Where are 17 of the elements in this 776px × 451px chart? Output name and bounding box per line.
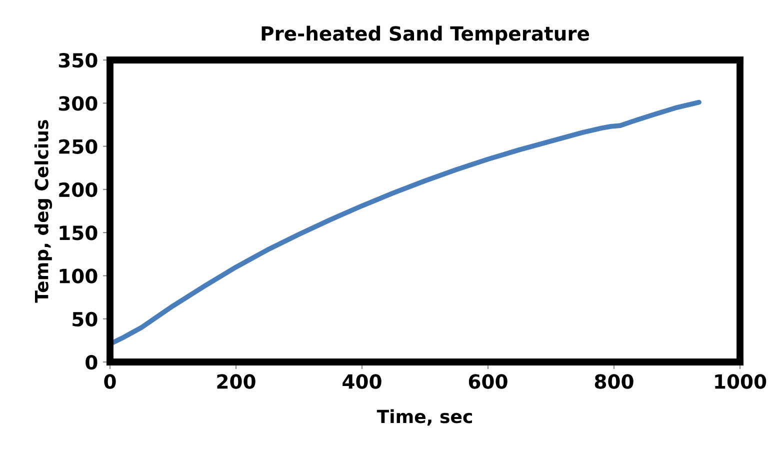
y-tick-label: 250 xyxy=(59,139,98,154)
x-tick-label: 800 xyxy=(594,374,634,389)
x-tick-label: 1000 xyxy=(715,374,766,389)
y-tick-label: 200 xyxy=(59,182,98,198)
x-tick-label: 600 xyxy=(468,374,508,389)
y-tick-label: 300 xyxy=(58,96,98,111)
x-axis-title: Time, sec xyxy=(376,409,472,426)
chart-title: Pre-heated Sand Temperature xyxy=(262,26,590,45)
y-tick-label: 150 xyxy=(60,226,98,240)
y-tick-label: 100 xyxy=(60,268,98,284)
y-axis-title: Temp, deg Celcius xyxy=(34,120,52,303)
y-tick-label: 50 xyxy=(72,312,98,327)
y-tick-label: 0 xyxy=(86,354,98,370)
x-tick-label: 0 xyxy=(104,374,116,389)
x-tick-label: 400 xyxy=(342,374,382,389)
y-tick-label: 350 xyxy=(58,52,98,68)
x-tick-label: 200 xyxy=(217,374,256,389)
